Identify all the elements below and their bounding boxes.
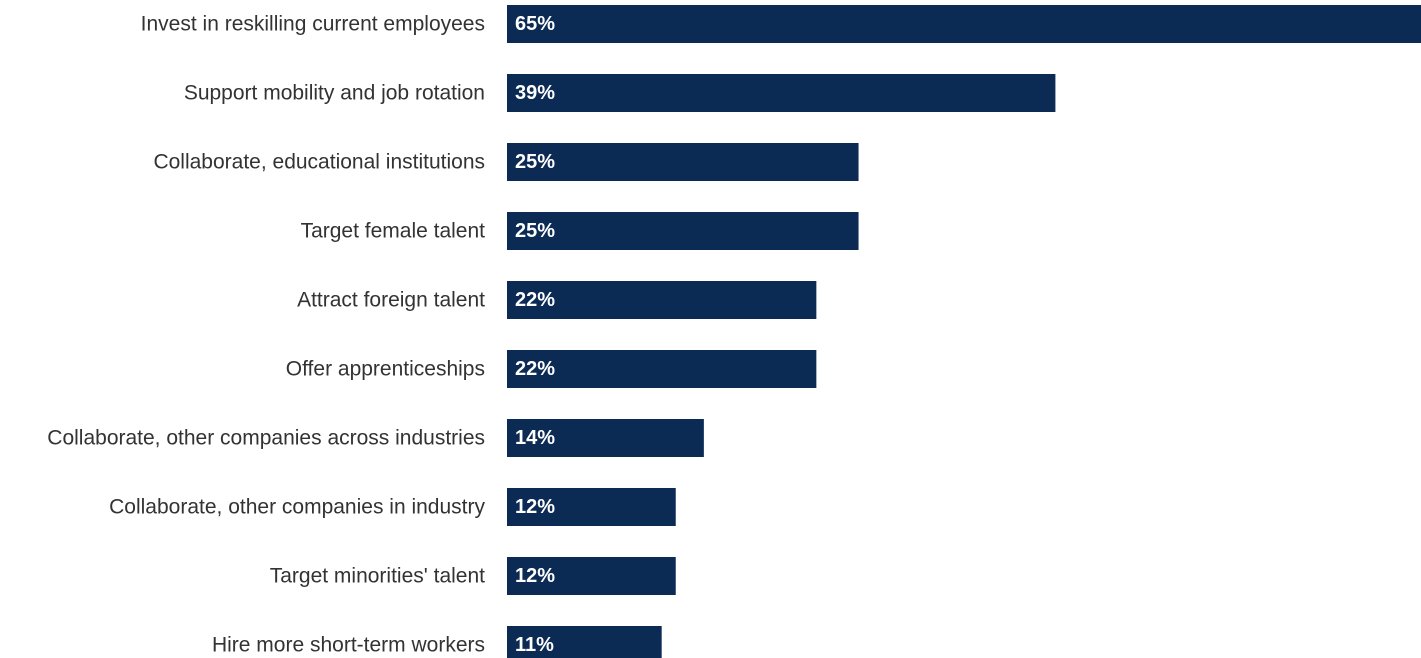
category-label: Attract foreign talent xyxy=(297,289,485,312)
bar xyxy=(507,350,817,388)
bar-value-label: 12% xyxy=(515,565,555,587)
bar-value-label: 39% xyxy=(515,82,555,104)
bar-value-label: 22% xyxy=(515,358,555,380)
bar xyxy=(507,419,704,457)
value-labels: 65% 39% 25% 25% 22% 22% 14% 12% 12% 11% xyxy=(515,13,555,656)
bar-value-label: 12% xyxy=(515,496,555,518)
bar-value-label: 25% xyxy=(515,151,555,173)
category-label: Collaborate, other companies across indu… xyxy=(47,427,485,450)
bar xyxy=(507,488,676,526)
bar-value-label: 22% xyxy=(515,289,555,311)
bar-value-label: 11% xyxy=(515,634,554,656)
bar-value-label: 65% xyxy=(515,13,555,35)
category-label: Target female talent xyxy=(301,220,486,243)
category-label: Invest in reskilling current employees xyxy=(141,13,485,36)
bar xyxy=(507,281,817,319)
category-label: Support mobility and job rotation xyxy=(184,82,485,105)
bar xyxy=(507,74,1056,112)
category-label: Collaborate, educational institutions xyxy=(153,151,485,174)
category-label: Hire more short-term workers xyxy=(212,634,485,657)
bar-value-label: 25% xyxy=(515,220,555,242)
bar xyxy=(507,557,676,595)
bars xyxy=(507,5,1421,658)
bar xyxy=(507,143,859,181)
category-label: Target minorities' talent xyxy=(270,565,485,588)
category-label: Collaborate, other companies in industry xyxy=(109,496,485,519)
bar xyxy=(507,5,1421,43)
category-label: Offer apprenticeships xyxy=(286,358,485,381)
bar-value-label: 14% xyxy=(515,427,555,449)
category-labels: Invest in reskilling current employees Su… xyxy=(47,13,485,657)
bar xyxy=(507,626,662,658)
bar xyxy=(507,212,859,250)
